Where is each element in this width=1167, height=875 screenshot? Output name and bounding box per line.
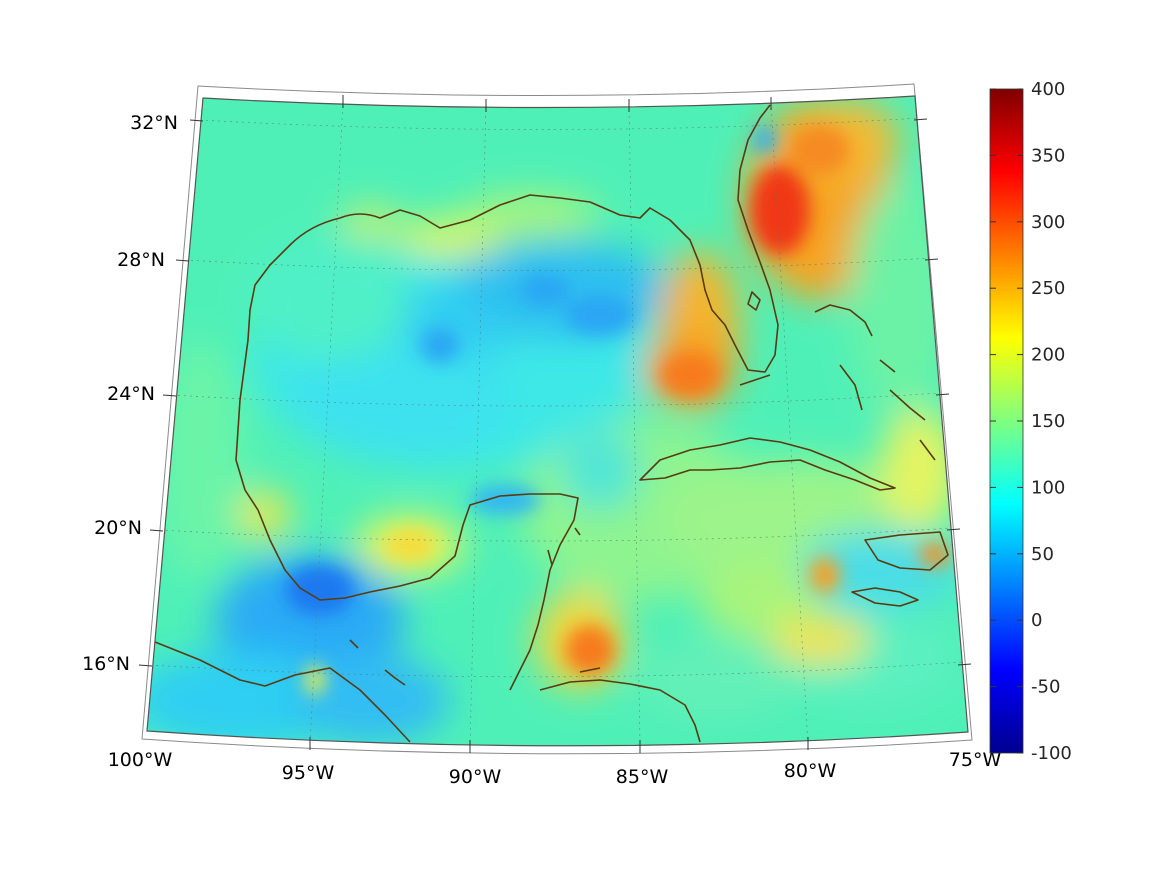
latitude-labels: 32°N 28°N 24°N 20°N 16°N [82,112,178,675]
lon-label-80w: 80°W [784,760,837,782]
longitude-labels: 100°W 95°W 90°W 85°W 80°W 75°W [108,749,1002,788]
lon-label-100w: 100°W [108,749,173,771]
lon-label-90w: 90°W [449,766,502,788]
lat-label-28n: 28°N [117,249,165,271]
colorbar-tick-label: 400 [1031,79,1065,100]
colorbar-tick-label: -50 [1031,677,1060,698]
frame-ticks [138,95,972,753]
colorbar-tick-label: 200 [1031,345,1065,366]
lon-label-95w: 95°W [282,762,335,784]
coastline [154,104,949,743]
colorbar-tick-label: 150 [1031,411,1065,432]
colorbar-tick-label: 300 [1031,212,1065,233]
lat-label-20n: 20°N [94,517,142,539]
lat-label-32n: 32°N [130,112,178,134]
lon-label-75w: 75°W [949,749,1002,771]
graticule [149,99,963,746]
colorbar-tick-label: 0 [1031,610,1042,631]
colorbar-tick-label: 250 [1031,278,1065,299]
lat-label-16n: 16°N [82,653,130,675]
colorbar-tick-label: 350 [1031,145,1065,166]
colorbar-tick-label: 50 [1031,544,1054,565]
map-frame-outer [141,83,973,755]
colorbar-tick-label: 100 [1031,477,1065,498]
data-field [147,96,968,746]
map-border [146,95,969,747]
lat-label-24n: 24°N [107,383,155,405]
lon-label-85w: 85°W [616,766,669,788]
colorbar: 400 350 300 250 200 150 100 50 0 -50 -100 [989,79,1072,764]
colorbar-tick-label: -100 [1031,743,1072,764]
